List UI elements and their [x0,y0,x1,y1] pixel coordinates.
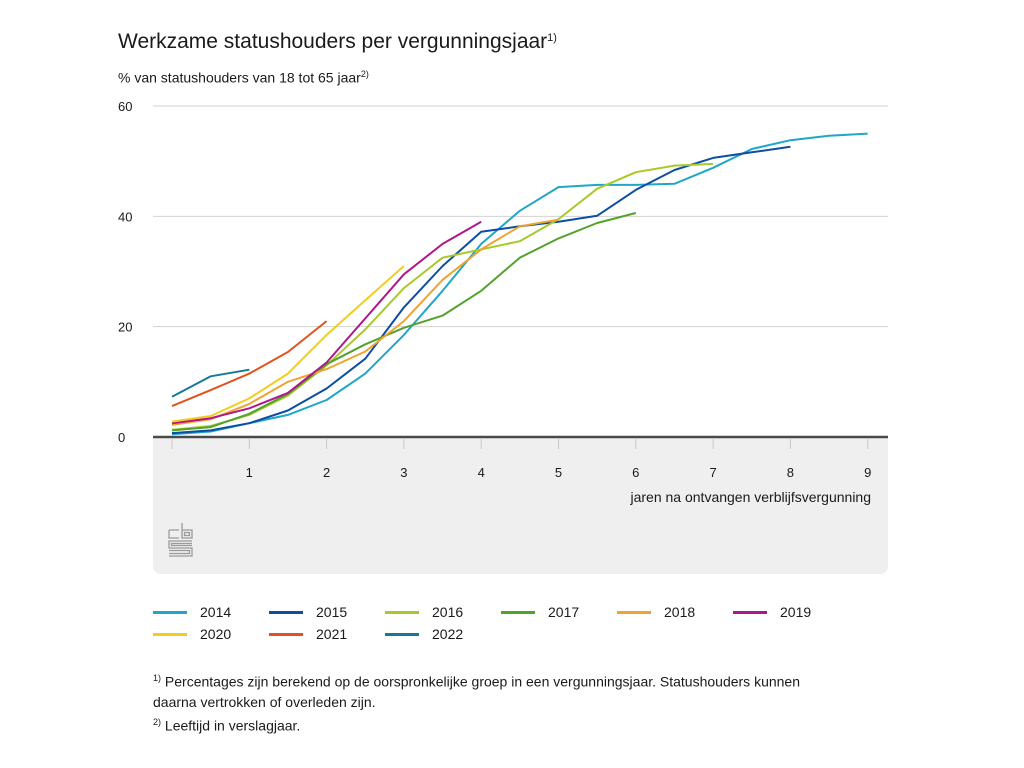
subtitle-footnote-marker: 2) [360,69,369,79]
line-chart: 0 20 40 60 1 2 3 4 5 6 7 8 9 jaren na ontvangen ver… [118,99,888,505]
x-tick-label: 6 [632,465,639,480]
chart-subtitle: % van statushouders van 18 tot 65 jaar2) [118,69,369,86]
legend-label: 2022 [432,626,464,642]
legend-item-2022: 2022 [385,626,463,642]
legend-item-2020: 2020 [153,626,231,642]
x-tick-label: 4 [478,465,485,480]
x-tick-label: 7 [709,465,716,480]
footnote-1: 1) Percentages zijn berekend op de oorsp… [153,668,903,692]
x-tick-label: 1 [246,465,253,480]
legend-swatch [153,632,187,636]
legend-label: 2020 [200,626,232,642]
x-tick-label: 9 [864,465,871,480]
y-tick-label: 60 [118,99,132,114]
legend-label: 2018 [664,604,696,620]
x-tick-label: 8 [787,465,794,480]
legend-swatch [385,632,419,636]
series-line-2018 [171,218,559,426]
series-line-2017 [171,212,637,432]
footnote-1-text-line1: Percentages zijn berekend op de oorspron… [164,673,800,690]
series-line-2022 [171,368,250,398]
legend-swatch [501,610,535,614]
footnote-1-marker: 1) [153,673,162,683]
legend-swatch [385,610,419,614]
footnote-2: 2) Leeftijd in verslagjaar. [153,712,903,736]
legend-item-2019: 2019 [733,604,811,620]
legend-item-2016: 2016 [385,604,463,620]
chart-title-text: Werkzame statushouders per vergunningsja… [118,30,548,53]
title-footnote-marker: 1) [547,32,557,44]
legend-label: 2019 [780,604,812,620]
legend-swatch [617,610,651,614]
legend-item-2015: 2015 [269,604,347,620]
series-line-2016 [171,162,714,431]
series-line-2020 [171,265,405,423]
x-axis-label: jaren na ontvangen verblijfsvergunning [630,489,872,505]
series-line-2014 [171,132,868,436]
legend-label: 2016 [432,604,464,620]
y-tick-label: 20 [118,320,132,335]
legend-swatch [269,632,303,636]
legend-label: 2017 [548,604,580,620]
chart-title: Werkzame statushouders per vergunningsja… [118,30,557,54]
legend-swatch [269,610,303,614]
legend-item-2018: 2018 [617,604,695,620]
legend-item-2017: 2017 [501,604,579,620]
x-tick-label: 2 [323,465,330,480]
legend-label: 2021 [316,626,348,642]
footnote-2-text: Leeftijd in verslagjaar. [164,717,301,734]
series-line-2021 [171,320,328,408]
x-tick-label: 5 [555,465,562,480]
legend-label: 2014 [200,604,232,620]
series-line-2019 [171,220,482,425]
legend-swatch [153,610,187,614]
x-axis-panel [153,437,888,574]
x-tick-label: 3 [400,465,407,480]
y-tick-label: 0 [118,430,125,445]
cbs-logo-icon [168,523,193,557]
chart-subtitle-text: % van statushouders van 18 tot 65 jaar [118,69,361,86]
footnote-1-text-line2: daarna vertrokken of overleden zijn. [153,693,376,710]
y-tick-label: 40 [118,209,132,224]
footnote-2-marker: 2) [153,716,162,727]
legend-swatch [733,610,767,614]
legend-item-2021: 2021 [269,626,347,642]
legend-item-2014: 2014 [153,604,231,620]
footnotes: 1) Percentages zijn berekend op de oorsp… [153,668,903,735]
legend-label: 2015 [316,604,348,620]
